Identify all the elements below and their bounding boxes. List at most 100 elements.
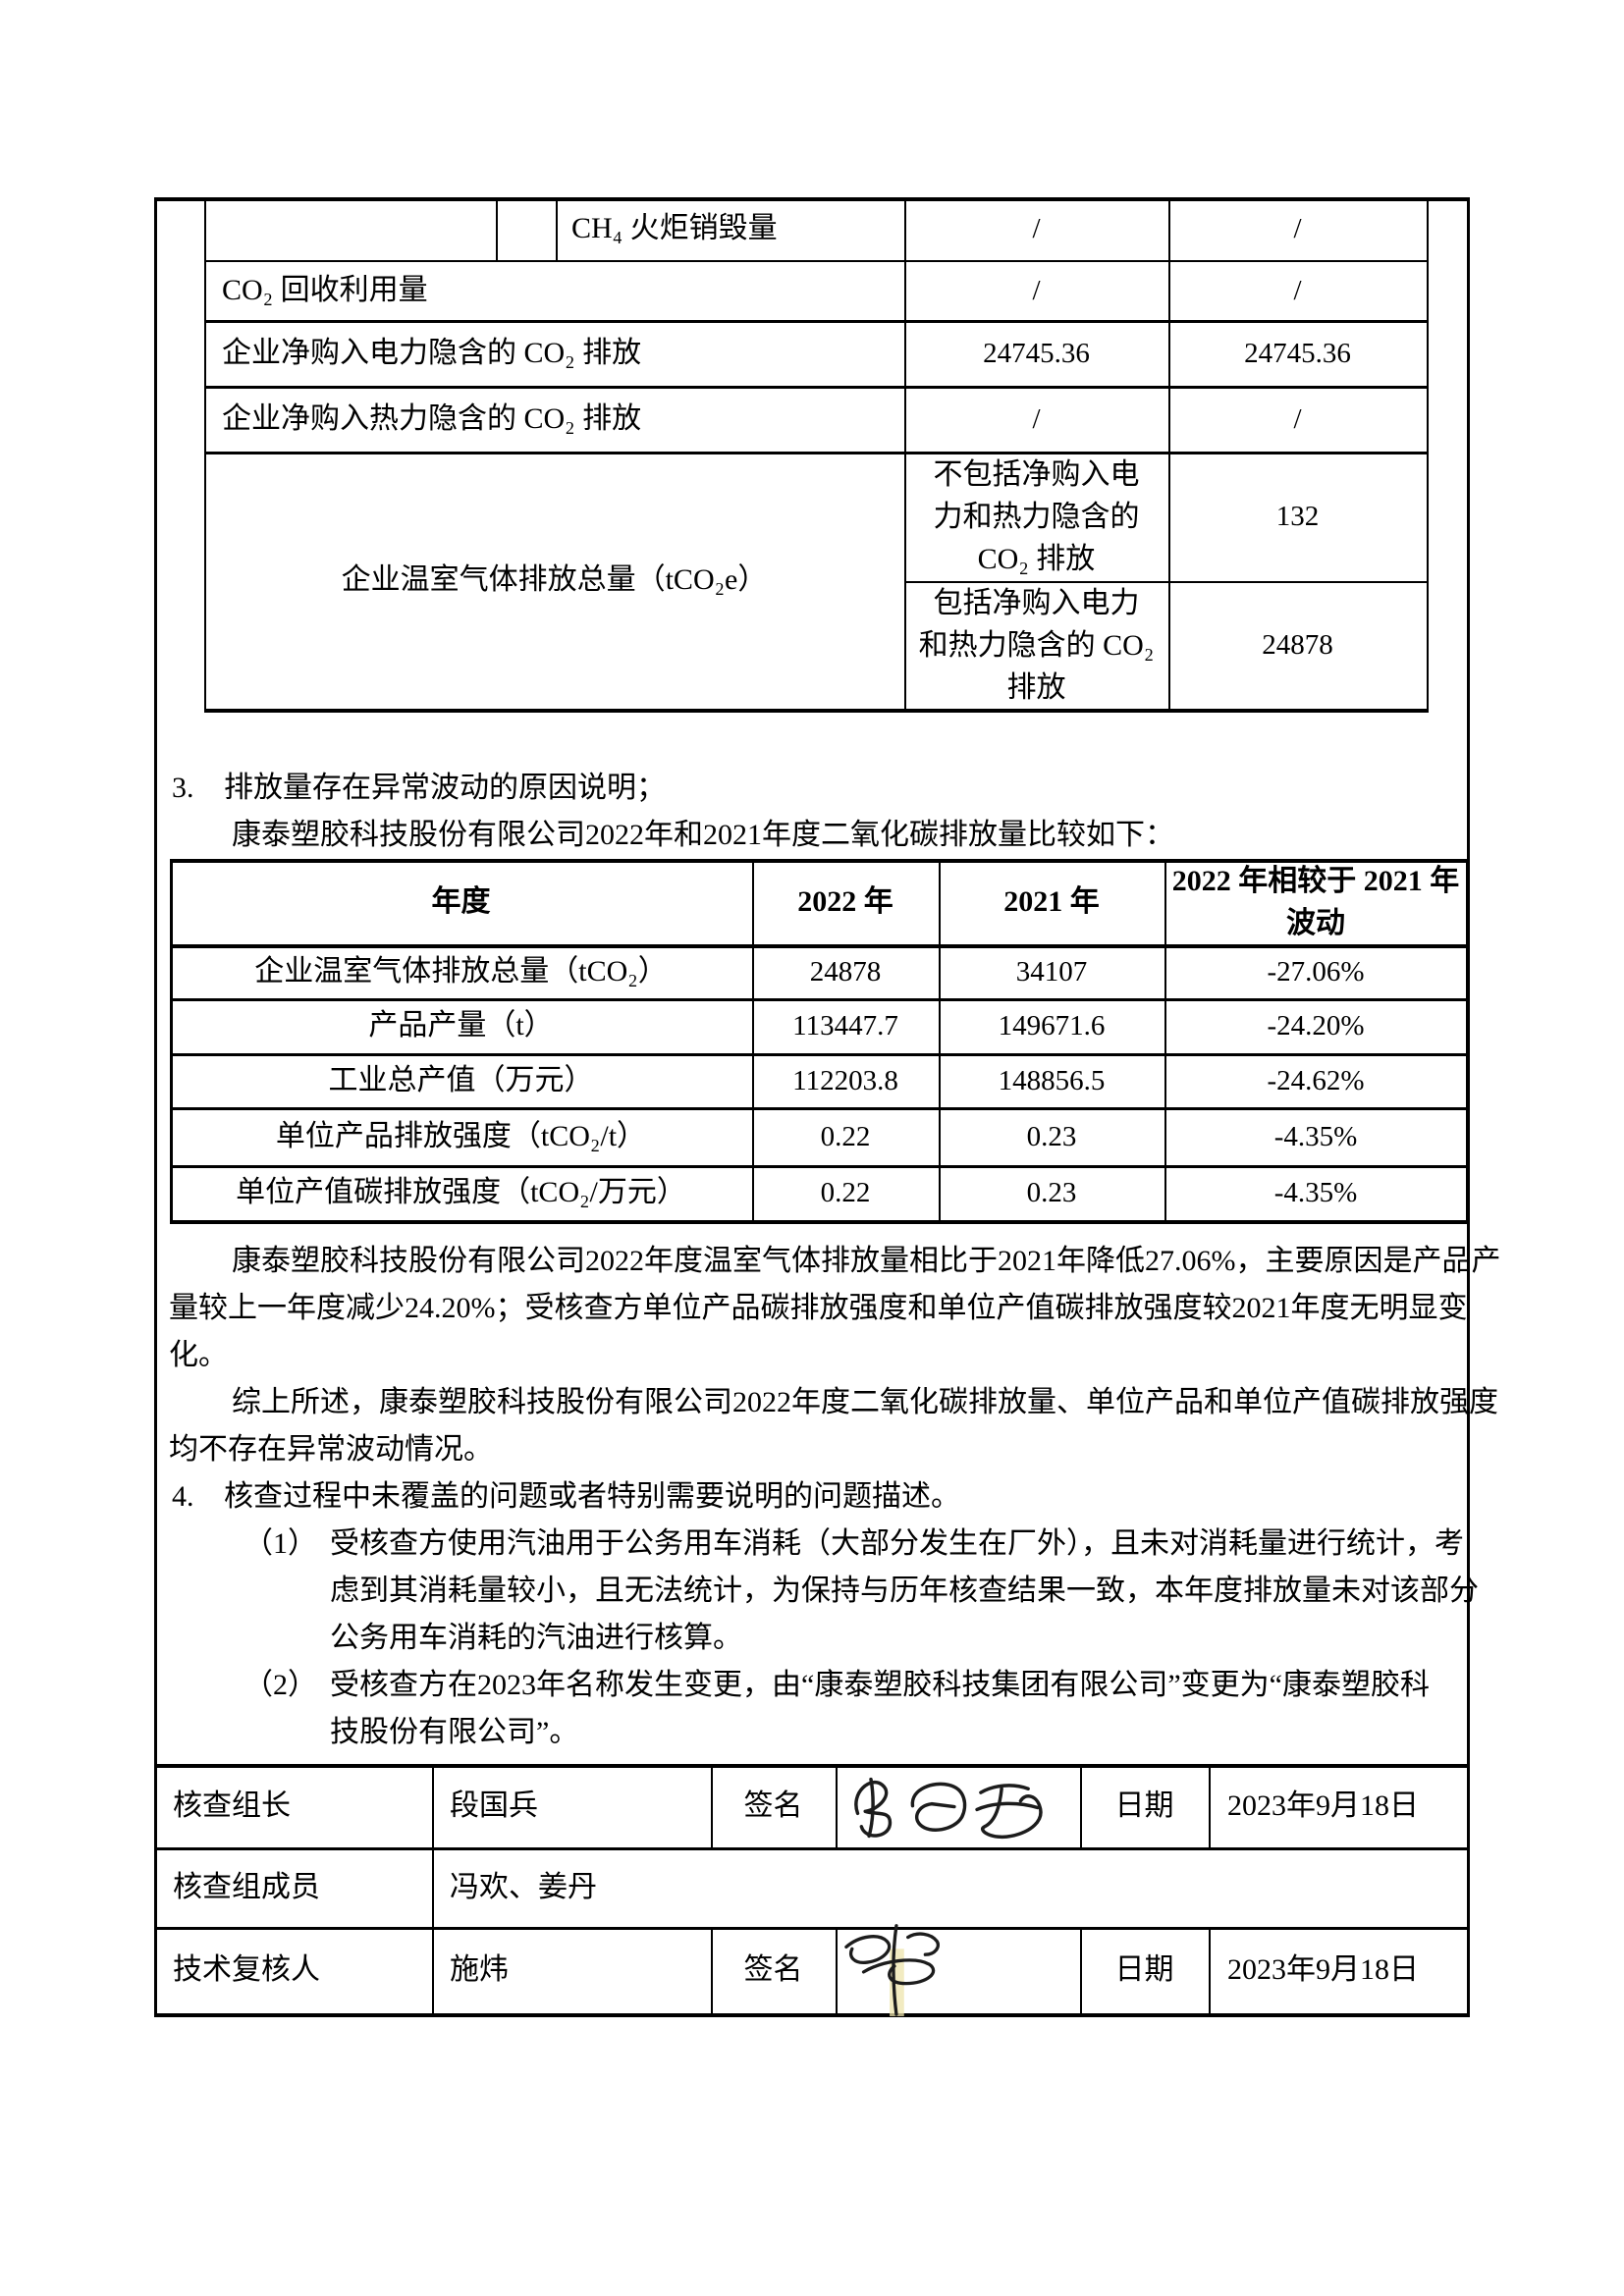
- table-grid-line: [170, 1220, 1469, 1224]
- comparison-row-intensity-value-2021: 0.23: [1026, 1177, 1077, 1208]
- table-grid-line: [204, 709, 1429, 713]
- table-grid-line: [1209, 1764, 1211, 1847]
- table-grid-line: [432, 1764, 434, 2013]
- table-grid-line: [1466, 859, 1469, 1220]
- table-grid-line: [170, 1107, 1469, 1110]
- signoff-leader-role: 核查组长: [173, 1789, 291, 1822]
- section4-item1-number: （1）: [244, 1527, 317, 1560]
- comparison-row-value-delta: -24.62%: [1267, 1064, 1365, 1096]
- table-grid-line: [154, 1927, 1470, 1930]
- comparison-row-output-2021: 149671.6: [998, 1010, 1106, 1041]
- emissions-row-electricity-label: 企业净购入电力隐含的 CO₂ 排放: [222, 336, 642, 369]
- table-grid-line: [904, 197, 906, 709]
- analysis-paragraph1-line3: 化。: [169, 1339, 228, 1371]
- emissions-total-incl-scope: 包括净购入电力 和热力隐含的 CO₂ 排放: [904, 581, 1168, 709]
- incl-scope-line2: 和热力隐含的 CO₂: [918, 628, 1155, 662]
- comparison-row-intensity-product-2021: 0.23: [1026, 1120, 1077, 1152]
- table-grid-line: [170, 944, 1469, 948]
- comparison-header-delta-line1: 2022 年相较于 2021 年: [1171, 864, 1460, 897]
- table-grid-line: [939, 859, 941, 1220]
- comparison-row-intensity-product-delta: -4.35%: [1273, 1120, 1358, 1152]
- comparison-row-value-label: 工业总产值（万元）: [328, 1063, 594, 1096]
- table-grid-line: [170, 1165, 1469, 1168]
- table-grid-line: [170, 859, 1469, 863]
- signoff-members-names: 冯欢、姜丹: [450, 1870, 597, 1903]
- section4-item2-line1: 受核查方在2023年名称发生变更，由“康泰塑胶科技集团有限公司”变更为“康泰塑胶…: [330, 1669, 1430, 1701]
- emissions-row-ch4-value-2: /: [1293, 213, 1302, 244]
- excl-scope-line1: 不包括净购入电: [933, 457, 1140, 491]
- table-grid-line: [711, 1764, 713, 1847]
- comparison-row-total-delta: -27.06%: [1267, 955, 1365, 988]
- comparison-row-intensity-value-label: 单位产值碳排放强度（tCO₂/万元）: [236, 1176, 686, 1208]
- section4-item1-line1: 受核查方使用汽油用于公务用车消耗（大部分发生在厂外），且未对消耗量进行统计，考: [330, 1527, 1464, 1560]
- signoff-leader-sign-label: 签名: [743, 1789, 803, 1822]
- emissions-row-heat-value-2: /: [1293, 402, 1302, 435]
- table-grid-line: [1427, 197, 1429, 709]
- comparison-row-total-2022: 24878: [809, 955, 882, 988]
- section4-item2-number: （2）: [244, 1669, 317, 1701]
- signoff-members-role: 核查组成员: [173, 1870, 320, 1903]
- table-grid-line: [204, 452, 1429, 454]
- emissions-row-heat-value-1: /: [1032, 402, 1041, 435]
- table-grid-line: [154, 1847, 1470, 1850]
- signoff-reviewer-date: 2023年9月18日: [1227, 1953, 1419, 1986]
- table-grid-line: [170, 1053, 1469, 1056]
- table-grid-line: [836, 1764, 838, 1847]
- section4-title: 核查过程中未覆盖的问题或者特别需要说明的问题描述。: [224, 1480, 960, 1513]
- table-grid-line: [1168, 197, 1170, 709]
- table-grid-line: [904, 581, 1429, 583]
- emissions-row-ch4-value-1: /: [1032, 213, 1041, 244]
- table-grid-line: [170, 859, 173, 1220]
- emissions-total-label: 企业温室气体排放总量（tCO₂e）: [341, 563, 768, 596]
- emissions-row-electricity-value-1: 24745.36: [983, 337, 1090, 369]
- emissions-total-incl-value: 24878: [1262, 629, 1333, 661]
- signature-duan-guobing-image: [854, 1777, 1043, 1840]
- emissions-row-co2recovery-label: CO₂ 回收利用量: [222, 273, 428, 306]
- table-grid-line: [204, 386, 1429, 389]
- section4-number: 4.: [172, 1480, 194, 1513]
- section3-title: 排放量存在异常波动的原因说明；: [224, 772, 666, 804]
- signoff-leader-date-label: 日期: [1114, 1789, 1174, 1822]
- comparison-header-2022: 2022 年: [797, 884, 893, 918]
- signoff-leader-date: 2023年9月18日: [1227, 1789, 1419, 1822]
- signature-shi-wei-image: [844, 1924, 940, 2016]
- comparison-row-intensity-value-delta: -4.35%: [1273, 1177, 1358, 1208]
- comparison-row-output-2022: 113447.7: [792, 1010, 898, 1041]
- table-grid-line: [170, 998, 1469, 1001]
- comparison-row-intensity-product-label: 单位产品排放强度（tCO₂/t）: [275, 1119, 647, 1152]
- comparison-header-delta-line2: 波动: [1286, 906, 1345, 939]
- analysis-paragraph2-line1: 综上所述，康泰塑胶科技股份有限公司2022年度二氧化碳排放量、单位产品和单位产值…: [232, 1386, 1498, 1418]
- signoff-leader-name: 段国兵: [450, 1789, 538, 1822]
- table-grid-line: [204, 260, 1429, 262]
- analysis-paragraph2-line2: 均不存在异常波动情况。: [169, 1433, 493, 1466]
- table-grid-line: [1080, 1764, 1082, 1847]
- table-grid-line: [154, 197, 1470, 201]
- section3-intro: 康泰塑胶科技股份有限公司2022年和2021年度二氧化碳排放量比较如下：: [232, 819, 1174, 851]
- analysis-paragraph1-line2: 量较上一年度减少24.20%；受核查方单位产品碳排放强度和单位产值碳排放强度较2…: [169, 1292, 1468, 1324]
- analysis-paragraph1-line1: 康泰塑胶科技股份有限公司2022年度温室气体排放量相比于2021年降低27.06…: [232, 1245, 1501, 1277]
- table-grid-line: [1164, 859, 1166, 1220]
- table-grid-line: [204, 197, 206, 709]
- table-grid-line: [154, 1764, 1470, 1768]
- table-grid-line: [752, 859, 754, 1220]
- comparison-header-delta: 2022 年相较于 2021 年 波动: [1164, 859, 1467, 944]
- emissions-row-co2recovery-value-2: /: [1293, 274, 1302, 306]
- table-grid-line: [711, 1927, 713, 2013]
- table-grid-line: [556, 197, 558, 262]
- section4-item2-line2: 技股份有限公司”。: [330, 1716, 579, 1748]
- table-grid-line: [154, 197, 157, 2017]
- signoff-reviewer-name: 施炜: [450, 1953, 509, 1986]
- incl-scope-line1: 包括净购入电力: [933, 586, 1140, 619]
- comparison-row-intensity-value-2022: 0.22: [820, 1177, 871, 1208]
- signoff-reviewer-date-label: 日期: [1114, 1953, 1174, 1986]
- excl-scope-line3: CO₂ 排放: [977, 542, 1096, 575]
- comparison-header-2021: 2021 年: [1003, 884, 1100, 918]
- section3-number: 3.: [172, 772, 194, 804]
- section4-item1-line3: 公务用车消耗的汽油进行核算。: [330, 1622, 742, 1654]
- table-grid-line: [836, 1927, 838, 2013]
- table-grid-line: [1080, 1927, 1082, 2013]
- comparison-row-total-label: 企业温室气体排放总量（tCO₂）: [254, 954, 668, 988]
- incl-scope-line3: 排放: [1006, 670, 1066, 704]
- emissions-row-co2recovery-value-1: /: [1032, 274, 1041, 306]
